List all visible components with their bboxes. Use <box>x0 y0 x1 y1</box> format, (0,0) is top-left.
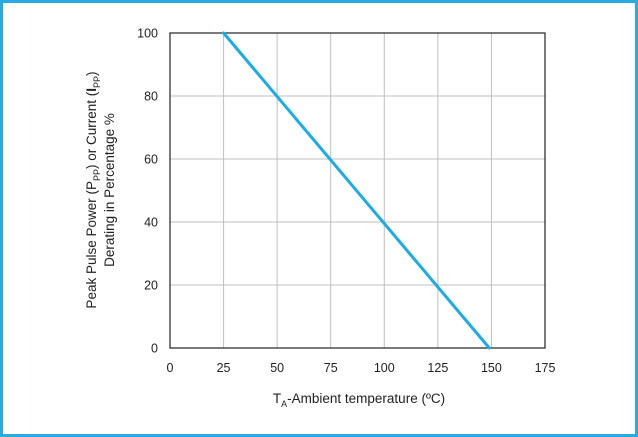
y-tick-label: 0 <box>151 342 158 356</box>
y-tick-label: 60 <box>144 153 158 167</box>
x-tick-label: 75 <box>324 361 338 375</box>
plot-area-border <box>169 32 546 349</box>
grid-lines <box>170 33 545 348</box>
x-tick-label: 125 <box>427 361 448 375</box>
y-tick-labels: 0 20 40 60 80 100 <box>137 27 158 356</box>
y-tick-label: 40 <box>144 216 158 230</box>
x-axis-label-subscript: A <box>281 399 287 409</box>
x-tick-label: 50 <box>270 361 284 375</box>
y-tick-label: 20 <box>144 279 158 293</box>
x-tick-labels: 0 25 50 75 100 125 150 175 <box>167 361 556 375</box>
x-tick-label: 100 <box>374 361 395 375</box>
y-tick-label: 80 <box>144 90 158 104</box>
y-axis-label: Peak Pulse Power (PPP) or Current (IPP) … <box>84 71 117 308</box>
series-line-0 <box>222 31 491 350</box>
x-tick-label: 0 <box>167 361 174 375</box>
y-tick-label: 100 <box>137 27 158 41</box>
x-tick-label: 175 <box>535 361 556 375</box>
x-tick-label: 25 <box>217 361 231 375</box>
series-group <box>222 31 491 350</box>
y-axis-label-line2: Derating in Percentage % <box>102 113 117 267</box>
y-axis-label-line1: Peak Pulse Power (PPP) or Current (IPP) <box>84 71 102 308</box>
x-axis-label: TA-Ambient temperature (ºC) <box>273 391 445 409</box>
x-tick-label: 150 <box>481 361 502 375</box>
